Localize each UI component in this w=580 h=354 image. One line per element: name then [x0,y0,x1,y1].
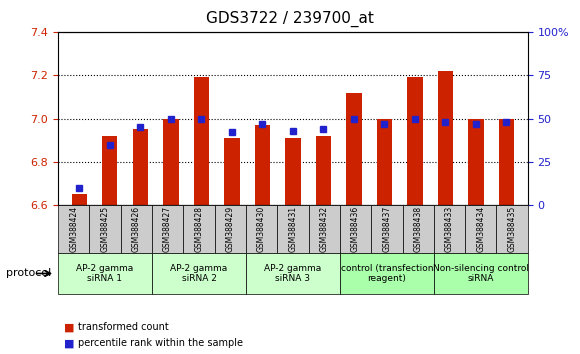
Bar [224,138,240,205]
Text: GSM388424: GSM388424 [69,206,78,252]
Text: AP-2 gamma
siRNA 1: AP-2 gamma siRNA 1 [77,264,133,283]
Text: GSM388438: GSM388438 [414,206,423,252]
Text: GSM388425: GSM388425 [100,206,110,252]
Text: GSM388431: GSM388431 [288,206,298,252]
Text: GSM388432: GSM388432 [320,206,329,252]
Text: transformed count: transformed count [78,322,169,332]
Text: Non-silencing control
siRNA: Non-silencing control siRNA [433,264,529,283]
Text: control (transfection
reagent): control (transfection reagent) [340,264,433,283]
Text: GSM388437: GSM388437 [382,206,392,252]
Text: GSM388436: GSM388436 [351,206,360,252]
Text: percentile rank within the sample: percentile rank within the sample [78,338,243,348]
Text: GSM388428: GSM388428 [194,206,204,252]
Bar [72,194,87,205]
Bar [316,136,331,205]
Bar [468,119,484,205]
Bar [377,119,392,205]
Bar [438,71,453,205]
Bar [285,138,300,205]
Text: AP-2 gamma
siRNA 2: AP-2 gamma siRNA 2 [171,264,227,283]
Bar [499,119,514,205]
Bar [346,93,361,205]
Text: GSM388430: GSM388430 [257,206,266,252]
Text: ■: ■ [64,322,74,332]
Text: GSM388426: GSM388426 [132,206,141,252]
Text: GSM388433: GSM388433 [445,206,454,252]
Bar [163,119,179,205]
Bar [194,78,209,205]
Text: GSM388435: GSM388435 [508,206,517,252]
Bar [407,78,423,205]
Bar [255,125,270,205]
Text: ■: ■ [64,338,74,348]
Bar [133,130,148,205]
Text: GSM388427: GSM388427 [163,206,172,252]
Text: GSM388434: GSM388434 [476,206,485,252]
Bar [102,136,118,205]
Text: protocol: protocol [6,268,51,279]
Text: AP-2 gamma
siRNA 3: AP-2 gamma siRNA 3 [264,264,321,283]
Text: GDS3722 / 239700_at: GDS3722 / 239700_at [206,11,374,27]
Text: GSM388429: GSM388429 [226,206,235,252]
